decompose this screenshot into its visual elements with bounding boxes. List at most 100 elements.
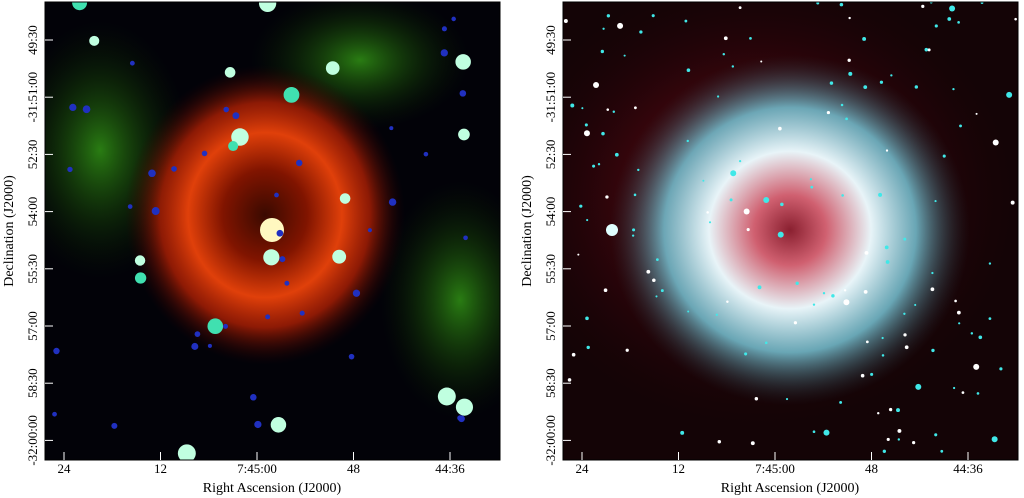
star: [151, 207, 160, 215]
star: [605, 195, 609, 199]
star: [177, 444, 196, 460]
star: [207, 318, 224, 335]
star: [389, 126, 394, 131]
star: [352, 289, 361, 297]
star: [602, 27, 605, 30]
star: [841, 194, 844, 197]
star: [763, 197, 770, 204]
star: [915, 383, 922, 390]
star: [848, 71, 853, 76]
star: [934, 433, 938, 437]
x-tick-label: 44:36: [953, 461, 983, 476]
star: [623, 54, 626, 57]
star: [881, 336, 884, 340]
star: [592, 164, 596, 168]
star: [207, 343, 212, 348]
star: [864, 250, 869, 255]
star: [52, 411, 57, 417]
star: [228, 141, 239, 152]
star: [201, 150, 208, 157]
star: [812, 430, 816, 434]
star: [633, 193, 637, 197]
star: [134, 272, 147, 284]
star: [651, 14, 655, 18]
star: [992, 139, 999, 146]
x-tick-label: 24: [576, 461, 590, 476]
star: [809, 178, 813, 181]
star: [879, 80, 884, 84]
star: [957, 21, 960, 24]
star: [606, 14, 611, 18]
star: [839, 2, 844, 7]
star: [826, 110, 831, 115]
star: [586, 345, 590, 350]
x-axis-label: Right Ascension (J2000): [203, 481, 342, 496]
star: [171, 166, 177, 172]
star: [877, 412, 880, 415]
star: [603, 288, 608, 293]
star: [843, 299, 850, 306]
star: [437, 387, 456, 406]
star: [348, 353, 355, 360]
y-tick-label: -31:51:00: [25, 72, 40, 123]
star: [881, 354, 885, 357]
star: [947, 17, 952, 21]
star: [731, 65, 735, 68]
star: [970, 332, 974, 335]
star: [931, 348, 935, 353]
star: [839, 400, 843, 404]
star: [904, 345, 909, 350]
x-tick-label: 12: [672, 461, 685, 476]
y-tick-label: 52:30: [543, 140, 558, 170]
star: [903, 312, 906, 315]
star: [921, 4, 925, 9]
star: [639, 30, 643, 34]
star: [914, 303, 917, 307]
star: [254, 420, 262, 429]
x-tick-label: 48: [865, 461, 878, 476]
star: [863, 289, 868, 294]
star: [455, 398, 474, 416]
star: [706, 211, 709, 214]
star: [729, 198, 733, 202]
star: [440, 49, 448, 57]
star: [585, 316, 589, 321]
star: [795, 281, 799, 285]
star: [601, 131, 605, 136]
star: [571, 352, 576, 357]
star: [975, 112, 978, 115]
star: [840, 103, 844, 107]
frame: [44, 1, 501, 461]
star: [829, 81, 834, 85]
star: [274, 192, 279, 198]
star: [708, 221, 712, 224]
star: [882, 449, 887, 453]
star: [848, 16, 851, 20]
infrared-image: [45, 2, 500, 460]
star: [1010, 200, 1015, 205]
star: [284, 280, 290, 286]
star: [455, 54, 471, 70]
star: [367, 228, 372, 233]
star: [451, 16, 456, 22]
star: [223, 323, 229, 329]
star: [934, 24, 938, 28]
star: [583, 130, 590, 137]
star: [388, 198, 397, 206]
star: [614, 152, 619, 157]
star: [730, 170, 737, 177]
star: [69, 103, 77, 112]
star: [82, 105, 91, 114]
star: [865, 340, 869, 344]
star: [606, 108, 610, 111]
star: [584, 123, 588, 127]
star: [991, 436, 998, 443]
star: [912, 441, 916, 445]
star: [886, 437, 890, 442]
star: [760, 60, 763, 63]
star: [1014, 17, 1017, 21]
star: [1006, 91, 1013, 98]
star: [680, 430, 685, 435]
star: [903, 333, 907, 337]
y-tick-label: 54:00: [543, 197, 558, 227]
